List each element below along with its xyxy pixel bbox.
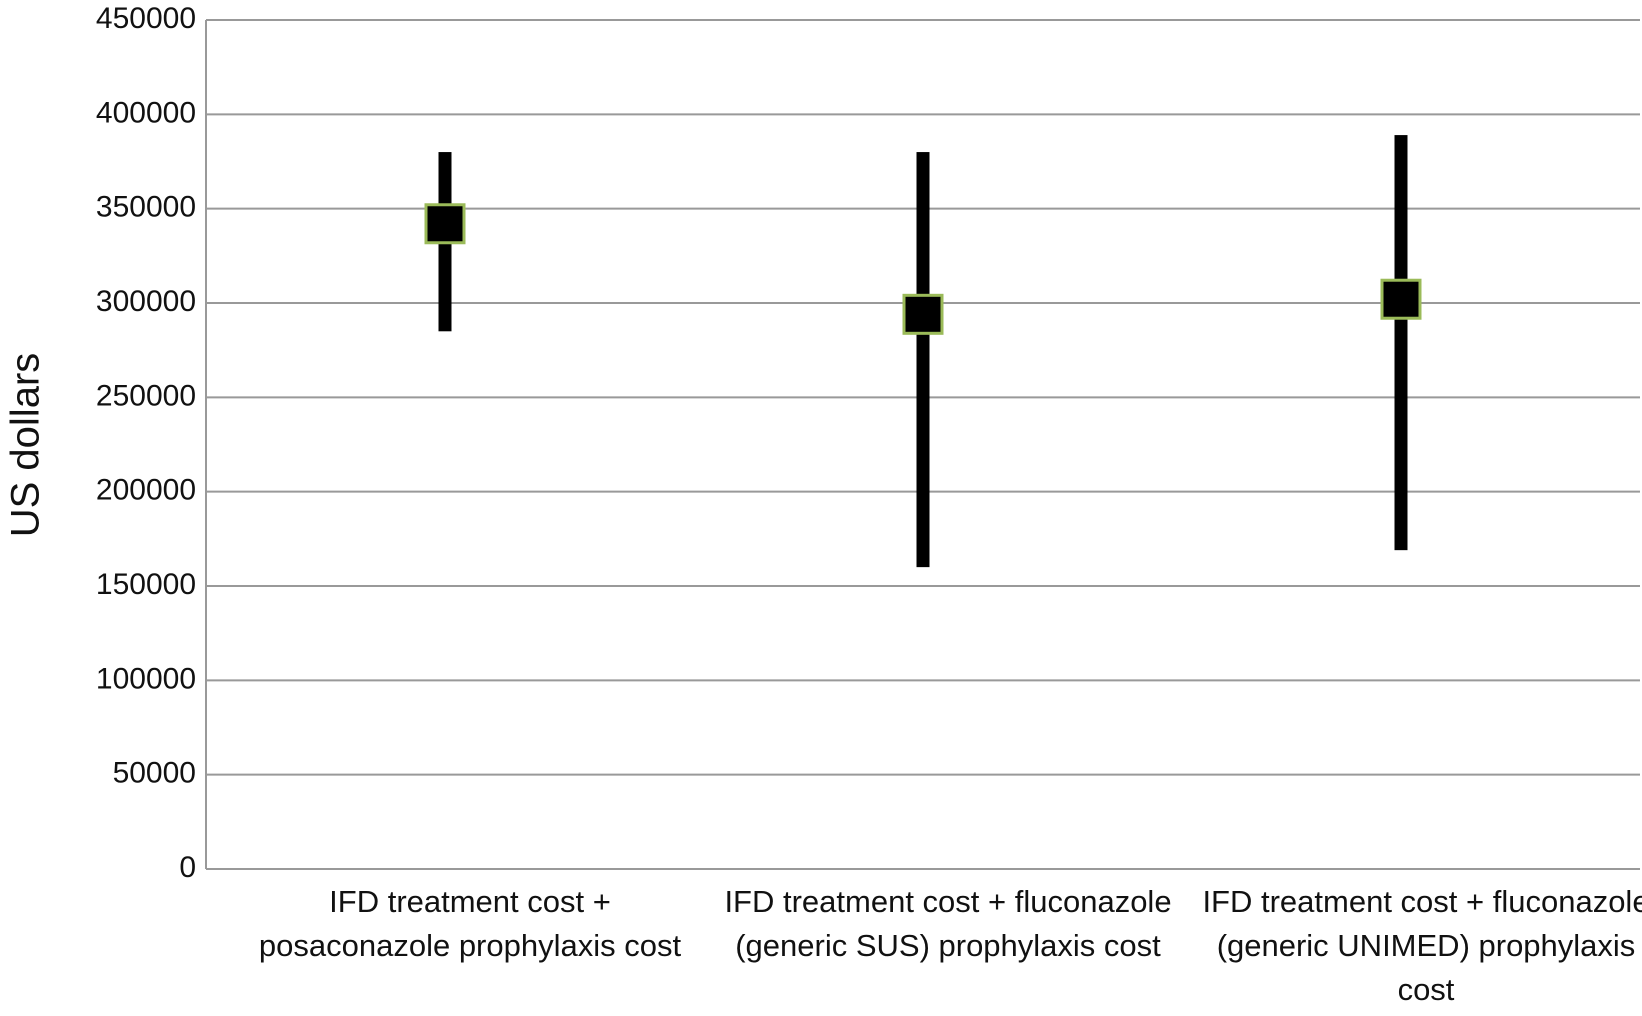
y-tick-label: 350000 <box>96 191 196 224</box>
x-tick-label: IFD treatment cost + fluconazole (generi… <box>724 884 1172 963</box>
range-bar <box>916 152 930 568</box>
x-tick-label: IFD treatment cost + fluconazole (generi… <box>1202 884 1642 1007</box>
y-tick-label: 150000 <box>96 568 196 601</box>
value-marker <box>1380 278 1422 320</box>
y-tick-label: 400000 <box>96 96 196 129</box>
y-tick-label: 50000 <box>113 757 196 790</box>
x-tick-label: IFD treatment cost + posaconazole prophy… <box>258 884 682 963</box>
range-bar <box>1394 135 1408 551</box>
y-tick-label: 300000 <box>96 285 196 318</box>
y-tick-label: 200000 <box>96 474 196 507</box>
y-tick-label: 250000 <box>96 379 196 412</box>
y-tick-label: 100000 <box>96 662 196 695</box>
value-marker <box>902 293 944 335</box>
y-axis-label: US dollars <box>4 353 48 538</box>
y-tick-label: 0 <box>179 851 196 884</box>
value-marker <box>424 203 466 245</box>
y-tick-label: 450000 <box>96 2 196 35</box>
